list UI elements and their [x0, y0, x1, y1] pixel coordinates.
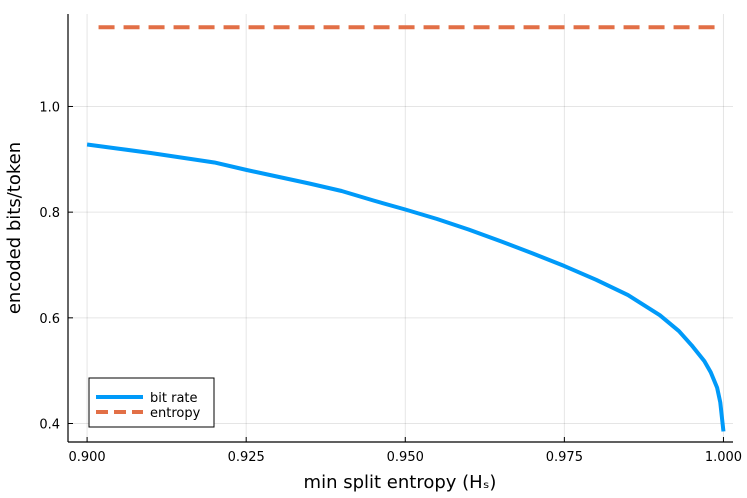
series-line-bit-rate	[86, 142, 726, 432]
x-tick-label: 1.000	[705, 450, 742, 465]
x-tick-label: 0.925	[228, 450, 265, 465]
tick-labels: 0.900 0.925 0.950 0.975 1.000 0.4 0.6 0.8 1.0	[39, 100, 742, 465]
x-tick-label: 0.950	[387, 450, 424, 465]
y-axis-title: encoded bits/token	[4, 142, 25, 314]
y-tick-label: 1.0	[39, 100, 60, 115]
axes	[67, 14, 733, 443]
y-tick-label: 0.8	[39, 206, 60, 221]
legend-label-bit-rate: bit rate	[150, 391, 198, 406]
legend: bit rate entropy	[88, 377, 215, 428]
legend-box	[88, 377, 215, 428]
x-tick-label: 0.900	[68, 450, 105, 465]
series	[86, 25, 726, 432]
y-tick-label: 0.6	[39, 312, 60, 327]
x-axis-title: min split entropy (Hₛ)	[304, 472, 497, 493]
legend-label-entropy: entropy	[150, 406, 201, 421]
y-tick-label: 0.4	[39, 418, 60, 433]
x-tick-label: 0.975	[546, 450, 583, 465]
